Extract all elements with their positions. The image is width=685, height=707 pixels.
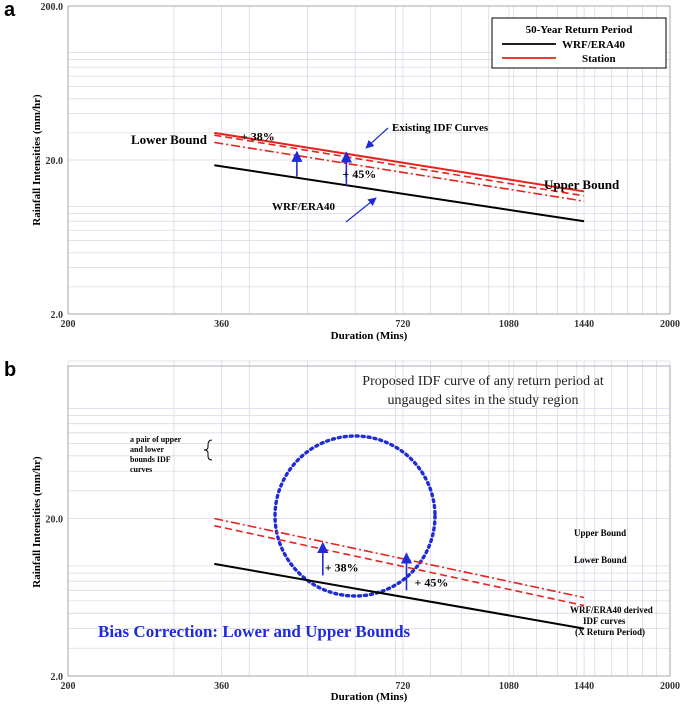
series-line-station-existing-idf (214, 131, 585, 193)
x-tick-label: 1080 (499, 681, 519, 692)
x-tick-label: 1440 (574, 319, 594, 330)
x-tick-label: 1440 (574, 681, 594, 692)
y-tick-label: 2.0 (51, 672, 64, 683)
increase-arrow-label: + 38% (241, 130, 275, 144)
x-tick-label: 200 (61, 681, 76, 692)
pair-note-line4: curves (130, 465, 152, 474)
panel-a-upper-bound-label: Upper Bound (544, 177, 620, 192)
panel-a-ylabel: Rainfall Intensities (mm/hr) (31, 94, 43, 226)
panel-b-highlight-circle (273, 434, 437, 598)
legend-label-wrf: WRF/ERA40 (562, 39, 625, 51)
panel-b-title-line2: ungauged sites in the study region (388, 393, 579, 408)
panel-a-lower-bound-label: Lower Bound (131, 132, 208, 147)
panel-b-xlabel: Duration (Mins) (331, 691, 408, 703)
panel-a-chart: 200 360 720 1080 1440 2000 2.0 20.0 200.0 + 38% +… (31, 2, 680, 342)
panel-b-pair-note: a pair of upper and lower bounds IDF cur… (130, 435, 213, 474)
y-tick-label: 2.0 (51, 310, 64, 321)
panel-a-xlabel: Duration (Mins) (331, 330, 408, 342)
panel-b-wrf-line2: IDF curves (583, 616, 626, 626)
increase-arrow-label: + 45% (415, 575, 449, 589)
panel-a-wrf-pointer (345, 197, 377, 223)
x-tick-label: 1080 (499, 319, 519, 330)
panel-b-wrf-line3: (X Return Period) (575, 627, 645, 637)
panel-b-bias-title: Bias Correction: Lower and Upper Bounds (98, 622, 411, 641)
pair-note-brace (203, 439, 213, 461)
legend-title: 50-Year Return Period (526, 24, 633, 36)
x-tick-label: 2000 (660, 681, 680, 692)
x-tick-label: 720 (395, 681, 410, 692)
series-line-lower-bound (214, 524, 585, 607)
pair-note-line1: a pair of upper (130, 435, 182, 444)
series-line-upper-bound (214, 134, 585, 197)
x-tick-label: 360 (214, 681, 229, 692)
series-line-upper-bound (214, 517, 585, 599)
panel-b-ylabel: Rainfall Intensities (mm/hr) (31, 456, 43, 588)
pair-note-line2: and lower (130, 445, 164, 454)
y-tick-label: 200.0 (41, 2, 64, 13)
series-line-wrf-era40 (214, 164, 585, 223)
x-tick-label: 2000 (660, 319, 680, 330)
series-line-lower-bound (214, 141, 585, 203)
panel-b-plot-area (67, 365, 671, 677)
increase-arrow-label: + 38% (325, 560, 359, 574)
panel-b-wrf-line1: WRF/ERA40 derived (570, 605, 653, 615)
y-tick-label: 20.0 (46, 156, 64, 167)
panel-a-label: a (4, 0, 16, 21)
x-tick-label: 200 (61, 319, 76, 330)
legend-label-station: Station (582, 53, 616, 65)
x-tick-label: 360 (214, 319, 229, 330)
panel-b-title-line1: Proposed IDF curve of any return period … (362, 374, 604, 389)
panel-a-legend: 50-Year Return Period WRF/ERA40 Station (491, 17, 667, 69)
y-tick-label: 20.0 (46, 515, 64, 526)
panel-a-plot-area (67, 5, 671, 315)
panel-a-wrf-label: WRF/ERA40 (272, 201, 335, 213)
pair-note-line3: bounds IDF (130, 455, 171, 464)
panel-b-lower-bound-label: Lower Bound (574, 555, 627, 565)
panel-a-existing-label: Existing IDF Curves (392, 122, 489, 134)
increase-arrow-label: + 45% (342, 167, 376, 181)
panel-b-label: b (4, 359, 16, 381)
panel-a-existing-pointer (365, 127, 389, 149)
panel-b-upper-bound-label: Upper Bound (574, 528, 626, 538)
x-tick-label: 720 (395, 319, 410, 330)
series-line-wrf-era40-derived-idf-curves-x-return-period (214, 562, 585, 630)
